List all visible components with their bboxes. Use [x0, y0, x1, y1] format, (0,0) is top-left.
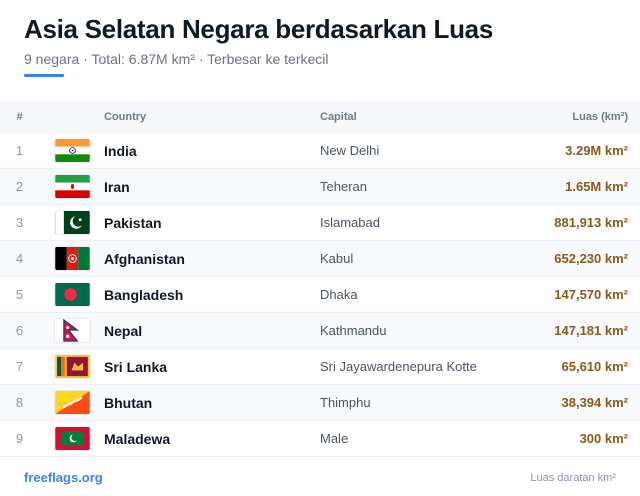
table-row: 7 Sri Lanka Sri Jayawardenepura Kotte 65… — [0, 349, 640, 385]
flag-maldives-icon — [55, 427, 90, 450]
table-row: 4 Afghanistan Kabul 652,230 km² — [0, 241, 640, 277]
table-header: # Country Capital Luas (km²) — [0, 101, 640, 133]
capital-name: Thimphu — [320, 395, 371, 410]
country-name: Pakistan — [104, 214, 162, 231]
area-value: 652,230 km² — [554, 251, 628, 266]
flag-iran-icon — [55, 175, 90, 198]
country-name: Maladewa — [104, 430, 171, 447]
capital-name: Dhaka — [320, 287, 358, 302]
row-number: 8 — [15, 395, 24, 410]
capital-name: Teheran — [320, 179, 367, 194]
source-link[interactable]: freeflags.org — [24, 470, 103, 485]
column-header-country: Country — [104, 111, 147, 123]
column-header-capital: Capital — [320, 111, 357, 123]
column-header-area: Luas (km²) — [572, 111, 628, 123]
area-value: 38,394 km² — [561, 395, 629, 410]
page-footer: freeflags.org Luas daratan km² — [24, 470, 616, 485]
area-value: 1.65M km² — [565, 179, 628, 194]
area-value: 300 km² — [579, 431, 628, 446]
row-number: 2 — [15, 179, 24, 194]
countries-table: # Country Capital Luas (km²) 1 India New… — [0, 101, 640, 457]
table-row: 6 Nepal Kathmandu 147,181 km² — [0, 313, 640, 349]
flag-bhutan-icon — [55, 391, 90, 414]
country-name: Bangladesh — [104, 286, 184, 303]
flag-pakistan-icon — [55, 211, 90, 234]
row-number: 6 — [15, 323, 24, 338]
capital-name: Sri Jayawardenepura Kotte — [320, 359, 477, 374]
table-row: 3 Pakistan Islamabad 881,913 km² — [0, 205, 640, 241]
table-row: 8 Bhutan Thimphu 38,394 km² — [0, 385, 640, 421]
capital-name: Kabul — [320, 251, 354, 266]
row-number: 5 — [15, 287, 24, 302]
table-row: 5 Bangladesh Dhaka 147,570 km² — [0, 277, 640, 313]
area-value: 3.29M km² — [565, 143, 628, 158]
table-row: 9 Maladewa Male 300 km² — [0, 421, 640, 457]
table-row: 1 India New Delhi 3.29M km² — [0, 133, 640, 169]
country-name: Sri Lanka — [104, 358, 168, 375]
table-row: 2 Iran Teheran 1.65M km² — [0, 169, 640, 205]
column-header-number: # — [16, 111, 23, 123]
capital-name: Kathmandu — [320, 323, 387, 338]
row-number: 4 — [15, 251, 24, 266]
flag-afghanistan-icon — [55, 247, 90, 270]
page-title: Asia Selatan Negara berdasarkan Luas — [24, 14, 493, 44]
flag-india-icon — [55, 139, 90, 162]
flag-nepal-icon — [55, 319, 90, 342]
capital-name: Islamabad — [320, 215, 380, 230]
flag-bangladesh-icon — [55, 283, 90, 306]
footer-note: Luas daratan km² — [530, 471, 616, 484]
row-number: 3 — [15, 215, 24, 230]
country-name: Iran — [104, 178, 130, 195]
area-value: 65,610 km² — [561, 359, 629, 374]
row-number: 1 — [15, 143, 24, 158]
row-number: 9 — [15, 431, 24, 446]
country-name: Afghanistan — [104, 250, 185, 267]
capital-name: New Delhi — [320, 143, 380, 158]
country-name: Nepal — [104, 322, 143, 339]
area-value: 147,181 km² — [554, 323, 628, 338]
flag-sri-lanka-icon — [55, 355, 90, 378]
country-name: Bhutan — [104, 394, 153, 411]
page-header: Asia Selatan Negara berdasarkan Luas 9 n… — [24, 14, 616, 77]
area-value: 881,913 km² — [554, 215, 628, 230]
capital-name: Male — [320, 431, 349, 446]
area-value: 147,570 km² — [554, 287, 628, 302]
title-accent-bar — [24, 74, 64, 77]
country-name: India — [104, 142, 137, 159]
page-subtitle: 9 negara · Total: 6.87M km² · Terbesar k… — [24, 51, 329, 67]
row-number: 7 — [15, 359, 24, 374]
